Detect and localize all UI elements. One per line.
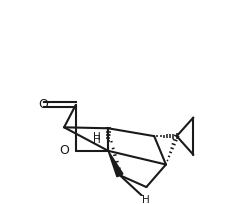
Text: H: H: [142, 195, 150, 204]
Text: H: H: [92, 132, 100, 142]
Text: O: O: [59, 144, 69, 157]
Text: H: H: [92, 135, 100, 145]
Text: O: O: [38, 98, 48, 111]
Polygon shape: [108, 151, 122, 177]
